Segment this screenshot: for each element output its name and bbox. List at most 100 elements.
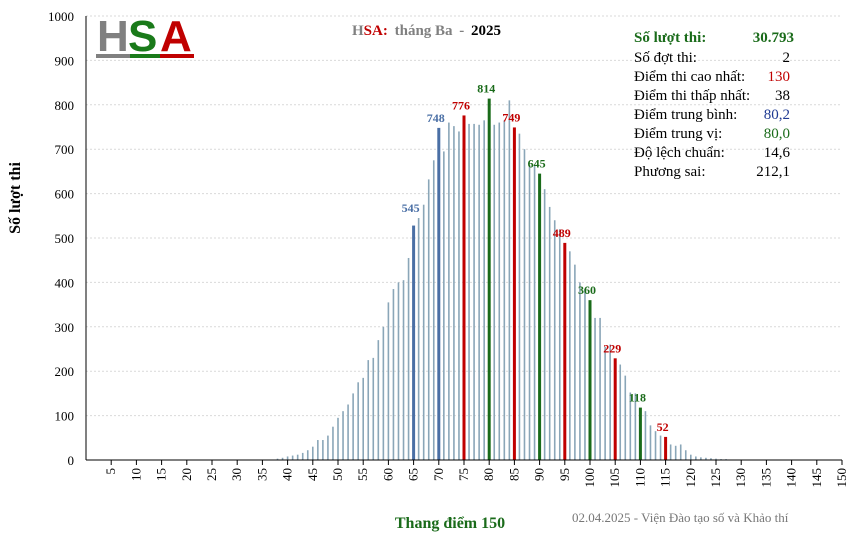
bar xyxy=(654,431,657,460)
stat-label: Số đợt thi: xyxy=(634,50,697,66)
title-sep1: : xyxy=(383,23,388,39)
bar xyxy=(392,289,395,460)
title-month: tháng Ba xyxy=(395,23,453,39)
hsa-logo: H S A xyxy=(96,12,194,61)
bar-highlight xyxy=(638,407,642,460)
bar xyxy=(276,458,279,460)
x-tick-label: 140 xyxy=(784,468,799,488)
credit-text: 02.04.2025 - Viện Đào tạo số và Khảo thí xyxy=(572,510,789,525)
bar-highlight xyxy=(437,127,441,460)
title-sep2: - xyxy=(459,23,464,39)
x-tick-label: 50 xyxy=(330,468,345,481)
bar xyxy=(528,164,531,461)
x-tick-label: 10 xyxy=(128,468,143,481)
bar-highlight xyxy=(664,436,668,460)
bar-highlight xyxy=(487,98,491,461)
bar xyxy=(700,457,702,460)
bar xyxy=(508,100,511,461)
bar xyxy=(301,452,304,460)
x-tick-label: 20 xyxy=(179,468,194,481)
stat-label: Độ lệch chuẩn: xyxy=(634,145,725,161)
bar xyxy=(448,122,450,460)
bar xyxy=(619,364,622,460)
x-tick-label: 130 xyxy=(733,468,748,488)
bar xyxy=(659,435,662,460)
bar xyxy=(498,122,501,460)
x-tick-label: 5 xyxy=(103,468,118,475)
y-tick-label: 100 xyxy=(55,409,75,424)
bar xyxy=(684,450,687,460)
logo-underline-grey xyxy=(96,54,130,58)
bar xyxy=(594,317,596,460)
x-tick-label: 90 xyxy=(532,468,547,481)
y-tick-label: 500 xyxy=(55,231,75,246)
bar-value-label: 52 xyxy=(657,420,669,434)
bar xyxy=(337,417,339,460)
stat-label: Điểm thi thấp nhất: xyxy=(634,88,750,104)
bar xyxy=(569,251,571,460)
bar xyxy=(281,457,284,460)
bar xyxy=(669,444,672,460)
logo-letter-a: A xyxy=(160,12,192,61)
bar xyxy=(427,179,430,460)
bar xyxy=(604,346,606,460)
x-tick-label: 110 xyxy=(632,468,647,487)
bar xyxy=(468,123,470,460)
bar xyxy=(599,317,601,460)
bar xyxy=(533,164,536,461)
x-tick-label: 60 xyxy=(380,468,395,481)
x-axis-label: Thang điểm 150 xyxy=(395,515,505,532)
bars xyxy=(276,98,742,461)
x-tick-label: 40 xyxy=(280,468,295,481)
x-tick-label: 145 xyxy=(809,468,824,488)
bar xyxy=(473,123,475,460)
x-tick-label: 15 xyxy=(154,468,169,481)
y-tick-label: 900 xyxy=(55,53,75,68)
x-tick-label: 45 xyxy=(305,468,320,481)
bar-value-label: 645 xyxy=(528,157,546,171)
bar xyxy=(644,411,647,460)
stat-value: 2 xyxy=(783,50,791,66)
bar xyxy=(674,445,677,460)
bar xyxy=(402,280,405,460)
bar xyxy=(710,458,712,460)
x-tick-label: 55 xyxy=(355,468,370,481)
bar xyxy=(478,124,480,460)
bar xyxy=(579,282,581,460)
x-tick-label: 80 xyxy=(481,468,496,481)
stats-header-label: Số lượt thi: xyxy=(634,30,706,46)
y-tick-label: 600 xyxy=(55,187,75,202)
title-brand-h: H xyxy=(352,23,364,39)
data-labels: 545 748 776 814 749 645 489 360 229 118 52 xyxy=(402,82,669,434)
stat-value: 80,2 xyxy=(764,107,790,123)
bar xyxy=(377,340,380,460)
bar xyxy=(357,382,359,460)
x-tick-label: 135 xyxy=(758,468,773,488)
bar xyxy=(312,446,314,460)
x-tick-label: 95 xyxy=(557,468,572,481)
bar xyxy=(367,360,370,460)
bar xyxy=(342,411,344,460)
bar xyxy=(543,189,546,460)
bar xyxy=(347,404,349,460)
stats-header-value: 30.793 xyxy=(753,30,794,46)
bar-highlight xyxy=(588,300,592,460)
y-tick-label: 400 xyxy=(55,275,75,290)
x-tick-label: 150 xyxy=(834,468,849,488)
x-tick-label: 105 xyxy=(607,468,622,488)
bar xyxy=(422,204,425,460)
bar xyxy=(382,326,385,460)
stat-value: 130 xyxy=(768,69,791,85)
bar xyxy=(352,393,354,460)
bar xyxy=(503,120,506,460)
x-tick-label: 35 xyxy=(254,468,269,481)
x-tick-label: 70 xyxy=(431,468,446,481)
bar xyxy=(493,124,496,460)
bar-value-label: 748 xyxy=(427,111,445,125)
stat-label: Điểm thi cao nhất: xyxy=(634,69,745,85)
bar xyxy=(317,440,319,460)
bar xyxy=(458,131,460,460)
